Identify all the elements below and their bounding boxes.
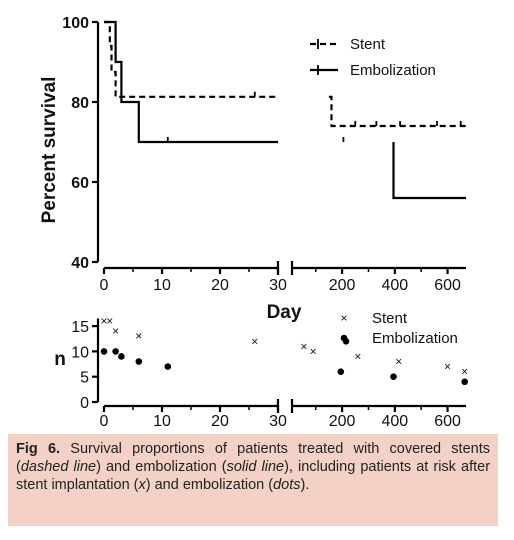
caption-text: ), including patients at risk after sten… — [16, 459, 491, 493]
embolization-survival-curve — [392, 142, 466, 200]
y-tick-label: 10 — [71, 344, 89, 361]
survival-plot — [104, 20, 466, 200]
embolization-at-risk-point — [390, 373, 397, 381]
caption-italic: x — [138, 477, 146, 493]
caption-italic: solid line — [226, 459, 285, 475]
at-risk-legend: × Stent Embolization — [340, 310, 457, 347]
stent-at-risk-point: × — [354, 349, 361, 363]
x-tick-label: 20 — [211, 413, 229, 430]
x-tick-label: 10 — [153, 413, 171, 430]
survival-axes: 40 60 80 100 0 10 20 30 200 400 600 — [62, 15, 466, 294]
y-tick-label: 5 — [80, 370, 89, 387]
y-tick-label: 60 — [71, 175, 89, 192]
y-tick-label: 40 — [71, 255, 89, 272]
y-tick-label: 100 — [62, 15, 89, 32]
stent-at-risk-point: × — [461, 365, 468, 379]
stent-at-risk-point: × — [112, 324, 119, 338]
stent-at-risk-point: × — [251, 334, 258, 348]
x-tick-label: 30 — [269, 277, 287, 294]
legend-label: Stent — [350, 36, 386, 53]
stent-at-risk-point: × — [135, 329, 142, 343]
x-tick-label: 200 — [329, 277, 356, 294]
stent-at-risk-point: × — [106, 314, 113, 328]
caption-italic: dashed line — [20, 459, 97, 475]
x-tick-label: 600 — [434, 413, 461, 430]
stent-at-risk-point: × — [100, 314, 107, 328]
caption-italic: dots — [273, 477, 301, 493]
legend-label: Stent — [372, 310, 408, 327]
stent-survival-curve — [104, 20, 278, 98]
y-tick-label: 80 — [71, 95, 89, 112]
caption-text: ) and embolization ( — [145, 477, 274, 493]
at-risk-axes: 0 5 10 15 0 10 20 30 200 400 600 — [71, 318, 466, 430]
stent-at-risk-point: × — [300, 339, 307, 353]
x-axis-title: Day — [267, 302, 302, 323]
x-tick-label: 10 — [153, 277, 171, 294]
x-tick-label: 0 — [100, 277, 109, 294]
stent-at-risk-point: × — [395, 355, 402, 369]
survival-y-axis-title: Percent survival — [39, 77, 60, 224]
y-tick-label: 0 — [80, 395, 89, 412]
embolization-at-risk-point — [112, 348, 119, 355]
survival-legend: Stent Embolization — [310, 36, 436, 79]
embolization-at-risk-point — [461, 378, 468, 386]
x-tick-label: 30 — [269, 413, 287, 430]
legend-label: Embolization — [372, 330, 458, 347]
figure-caption: Fig 6. Survival proportions of patients … — [8, 434, 498, 526]
caption-text: ). — [300, 477, 310, 493]
caption-label: Fig 6. — [16, 441, 61, 457]
x-tick-label: 400 — [381, 277, 408, 294]
stent-at-risk-point: × — [310, 344, 317, 358]
caption-text: ) and embolization ( — [96, 459, 227, 475]
legend-marker-x: × — [340, 311, 347, 325]
x-tick-label: 200 — [329, 413, 356, 430]
y-tick-label: 15 — [71, 319, 89, 336]
legend-label: Embolization — [350, 62, 436, 79]
caption-text: Survival proportions of patients treated… — [16, 441, 490, 475]
embolization-at-risk-point — [135, 358, 143, 365]
x-tick-label: 400 — [381, 413, 408, 430]
x-tick-label: 600 — [434, 277, 461, 294]
embolization-at-risk-point — [164, 363, 172, 370]
legend-marker-dot — [340, 334, 348, 342]
at-risk-y-axis-title: n — [54, 349, 66, 370]
embolization-at-risk-point — [337, 368, 345, 375]
at-risk-plot: ××× × × × × × × × × — [100, 314, 468, 386]
embolization-at-risk-point — [100, 348, 108, 355]
embolization-survival-curve — [104, 20, 278, 144]
embolization-at-risk-point — [118, 353, 125, 360]
stent-survival-curve — [328, 95, 466, 128]
x-tick-label: 0 — [100, 413, 109, 430]
x-tick-label: 20 — [211, 277, 229, 294]
stent-at-risk-point: × — [444, 360, 451, 374]
